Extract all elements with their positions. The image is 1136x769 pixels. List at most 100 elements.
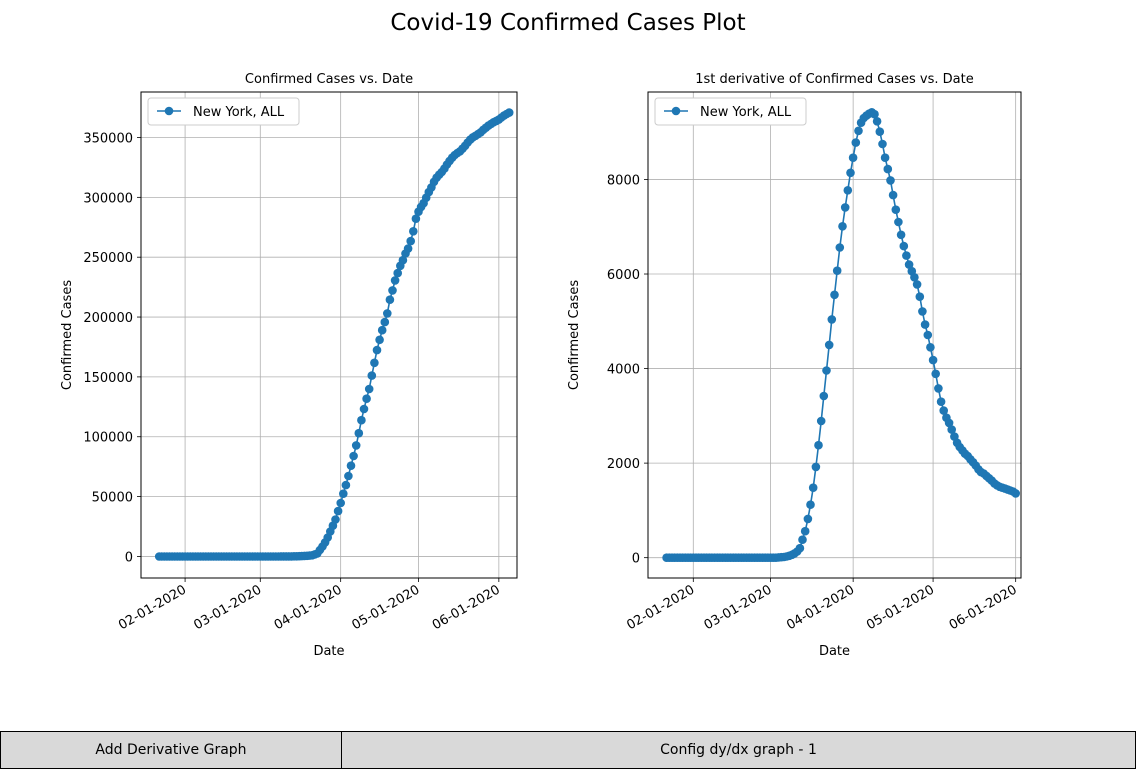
y-tick-label: 150000	[83, 371, 133, 386]
data-point	[899, 241, 909, 251]
data-point	[351, 441, 361, 450]
data-point	[795, 543, 805, 553]
data-point	[411, 214, 421, 223]
config-derivative-graph-button[interactable]: Config dy/dx graph - 1	[342, 731, 1136, 769]
x-tick-label: 04-01-2020	[272, 582, 345, 633]
legend-marker	[164, 106, 174, 116]
data-point	[388, 286, 397, 295]
data-point	[936, 397, 946, 407]
data-point	[939, 406, 948, 415]
data-point	[923, 330, 933, 340]
data-point	[883, 164, 893, 174]
data-point	[333, 506, 343, 516]
data-point	[944, 418, 954, 428]
data-point	[336, 498, 346, 508]
legend: New York, ALL	[147, 97, 300, 126]
data-point	[931, 369, 940, 379]
x-axis-label: Date	[313, 644, 344, 659]
data-point	[947, 425, 956, 434]
x-tick-label: 02-01-2020	[116, 582, 189, 633]
x-tick-label: 05-01-2020	[350, 582, 423, 633]
y-tick-label: 4000	[607, 363, 640, 378]
data-point	[835, 243, 845, 252]
y-tick-label: 0	[632, 552, 640, 567]
data-point	[848, 153, 858, 162]
data-point	[803, 514, 813, 524]
data-point	[838, 222, 847, 231]
data-point	[349, 451, 358, 461]
data-point	[830, 290, 839, 300]
data-point	[843, 186, 853, 195]
legend-label: New York, ALL	[700, 105, 792, 120]
data-point	[359, 404, 369, 414]
y-tick-label: 8000	[607, 173, 640, 188]
data-point	[926, 343, 935, 352]
data-point	[918, 307, 927, 316]
data-point	[375, 335, 384, 345]
data-point	[390, 276, 400, 285]
data-point	[811, 462, 821, 472]
data-point	[377, 325, 387, 335]
charts-canvas: 0 50000 100000 150000 200000 250000 300000 3500…	[60, 72, 1022, 659]
data-point	[912, 280, 922, 289]
x-tick-label: 04-01-2020	[784, 582, 857, 633]
y-tick-label: 2000	[607, 457, 640, 472]
data-point	[886, 176, 895, 185]
data-point	[380, 317, 390, 327]
data-point	[934, 384, 943, 393]
axes-frame	[647, 91, 1022, 579]
data-point	[798, 535, 807, 544]
x-axis-label: Date	[819, 644, 850, 659]
legend-box	[147, 97, 300, 126]
data-point	[406, 236, 416, 246]
data-point	[888, 190, 898, 200]
data-point	[370, 358, 379, 368]
data-point	[902, 251, 911, 260]
y-tick-label: 50000	[92, 491, 133, 506]
data-point	[894, 217, 903, 227]
x-tick-label: 06-01-2020	[947, 582, 1020, 633]
x-tick-label: 05-01-2020	[864, 582, 937, 633]
chart-2: 0 2000 4000 6000 8000 02-01-2020 03-01-2020 04-…	[567, 72, 1022, 659]
data-point	[367, 371, 377, 380]
y-axis-label: Confirmed Cases	[60, 280, 75, 390]
add-derivative-graph-button[interactable]: Add Derivative Graph	[0, 731, 342, 769]
data-point	[878, 139, 887, 149]
chart-title: Confirmed Cases vs. Date	[245, 72, 413, 87]
y-axis-label: Confirmed Cases	[567, 280, 582, 390]
y-tick-label: 250000	[83, 251, 133, 266]
data-point	[824, 340, 834, 350]
data-point	[372, 345, 382, 355]
data-point	[872, 117, 882, 126]
axes-frame	[140, 91, 518, 579]
y-tick-label: 6000	[607, 268, 640, 283]
data-point	[403, 244, 413, 253]
x-tick-label: 06-01-2020	[430, 582, 503, 633]
y-tick-label: 200000	[83, 311, 133, 326]
data-point	[891, 205, 901, 214]
y-tick-label: 100000	[83, 431, 133, 446]
legend: New York, ALL	[654, 97, 807, 126]
data-point	[385, 295, 395, 305]
data-point	[840, 203, 850, 212]
data-point	[800, 526, 810, 536]
x-tick-label: 02-01-2020	[624, 582, 697, 633]
data-point	[504, 108, 514, 117]
y-tick-label: 300000	[83, 191, 133, 206]
data-point	[398, 255, 408, 265]
data-point	[904, 260, 914, 269]
data-point	[344, 471, 353, 481]
data-point	[870, 109, 879, 119]
data-point	[341, 480, 351, 490]
data-point	[806, 500, 815, 510]
data-point	[409, 227, 418, 236]
data-point	[915, 292, 925, 302]
data-point	[928, 355, 938, 365]
data-point	[364, 384, 374, 394]
data-point	[851, 138, 861, 147]
legend-box	[654, 97, 807, 126]
x-tick-label: 03-01-2020	[191, 582, 264, 633]
footer-toolbar: Add Derivative Graph Config dy/dx graph …	[0, 731, 1136, 769]
data-point	[832, 266, 842, 276]
data-point	[346, 461, 356, 471]
